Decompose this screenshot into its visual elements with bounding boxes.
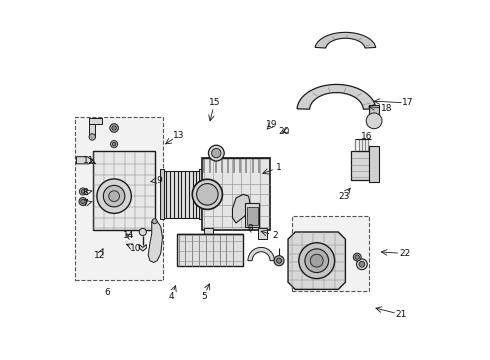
Text: 4: 4 <box>169 292 174 301</box>
Circle shape <box>366 113 382 129</box>
Bar <box>89 118 101 125</box>
Circle shape <box>192 179 222 210</box>
Bar <box>74 117 163 280</box>
Circle shape <box>355 255 359 259</box>
Bar <box>245 203 259 226</box>
Bar <box>160 169 164 220</box>
Circle shape <box>139 228 147 235</box>
Bar <box>258 228 267 239</box>
Text: 23: 23 <box>338 192 349 201</box>
Text: 18: 18 <box>381 104 392 113</box>
Circle shape <box>97 179 131 213</box>
Text: 17: 17 <box>402 98 414 107</box>
Circle shape <box>299 243 335 279</box>
Bar <box>177 171 181 218</box>
Text: 8: 8 <box>82 188 88 197</box>
Text: 1: 1 <box>276 163 282 172</box>
Bar <box>189 171 193 218</box>
Bar <box>181 171 185 218</box>
Bar <box>204 228 213 239</box>
Circle shape <box>353 253 361 261</box>
Text: 19: 19 <box>266 120 278 129</box>
Bar <box>93 151 155 230</box>
Circle shape <box>79 198 87 206</box>
Circle shape <box>79 188 87 195</box>
Bar <box>368 146 379 182</box>
Circle shape <box>109 191 120 202</box>
Bar <box>193 171 196 218</box>
Text: 20: 20 <box>279 127 290 136</box>
Text: 14: 14 <box>123 231 134 240</box>
Bar <box>292 216 368 291</box>
Bar <box>170 171 174 218</box>
Circle shape <box>110 124 119 132</box>
Bar <box>368 105 379 121</box>
Text: 5: 5 <box>201 292 207 301</box>
Polygon shape <box>148 221 163 262</box>
Polygon shape <box>248 247 274 261</box>
Text: 9: 9 <box>156 176 162 185</box>
Circle shape <box>81 199 85 204</box>
Text: 22: 22 <box>399 249 410 258</box>
Text: 3: 3 <box>247 224 253 233</box>
Text: 13: 13 <box>173 131 184 140</box>
Polygon shape <box>232 194 250 223</box>
Bar <box>177 234 243 266</box>
Bar <box>166 171 170 218</box>
Text: 7: 7 <box>82 199 88 208</box>
Circle shape <box>212 148 221 158</box>
Circle shape <box>208 145 224 161</box>
Circle shape <box>112 142 116 146</box>
Bar <box>199 169 203 220</box>
Bar <box>185 171 189 218</box>
Bar <box>174 171 177 218</box>
Circle shape <box>274 256 284 266</box>
Text: 15: 15 <box>209 98 221 107</box>
Bar <box>247 207 258 225</box>
Polygon shape <box>288 232 345 289</box>
Bar <box>202 158 270 230</box>
Text: 16: 16 <box>361 132 373 141</box>
Circle shape <box>152 219 157 224</box>
Circle shape <box>357 259 368 270</box>
Polygon shape <box>76 157 93 164</box>
Circle shape <box>81 190 85 193</box>
Text: 10: 10 <box>130 244 142 253</box>
Polygon shape <box>297 85 376 109</box>
Text: 2: 2 <box>272 231 278 240</box>
Text: 11: 11 <box>83 156 95 165</box>
Circle shape <box>196 184 218 205</box>
Bar <box>163 171 166 218</box>
Bar <box>196 171 200 218</box>
Circle shape <box>111 140 118 148</box>
Circle shape <box>112 126 116 130</box>
Circle shape <box>305 249 329 273</box>
Polygon shape <box>139 244 147 251</box>
Circle shape <box>103 185 125 207</box>
Polygon shape <box>315 32 376 48</box>
Bar <box>89 123 96 137</box>
Circle shape <box>359 261 365 267</box>
Bar <box>351 151 374 180</box>
Text: 12: 12 <box>94 251 105 260</box>
Circle shape <box>310 254 323 267</box>
Circle shape <box>89 134 96 140</box>
Text: 6: 6 <box>104 288 110 297</box>
Text: 21: 21 <box>395 310 407 319</box>
Circle shape <box>276 258 282 263</box>
